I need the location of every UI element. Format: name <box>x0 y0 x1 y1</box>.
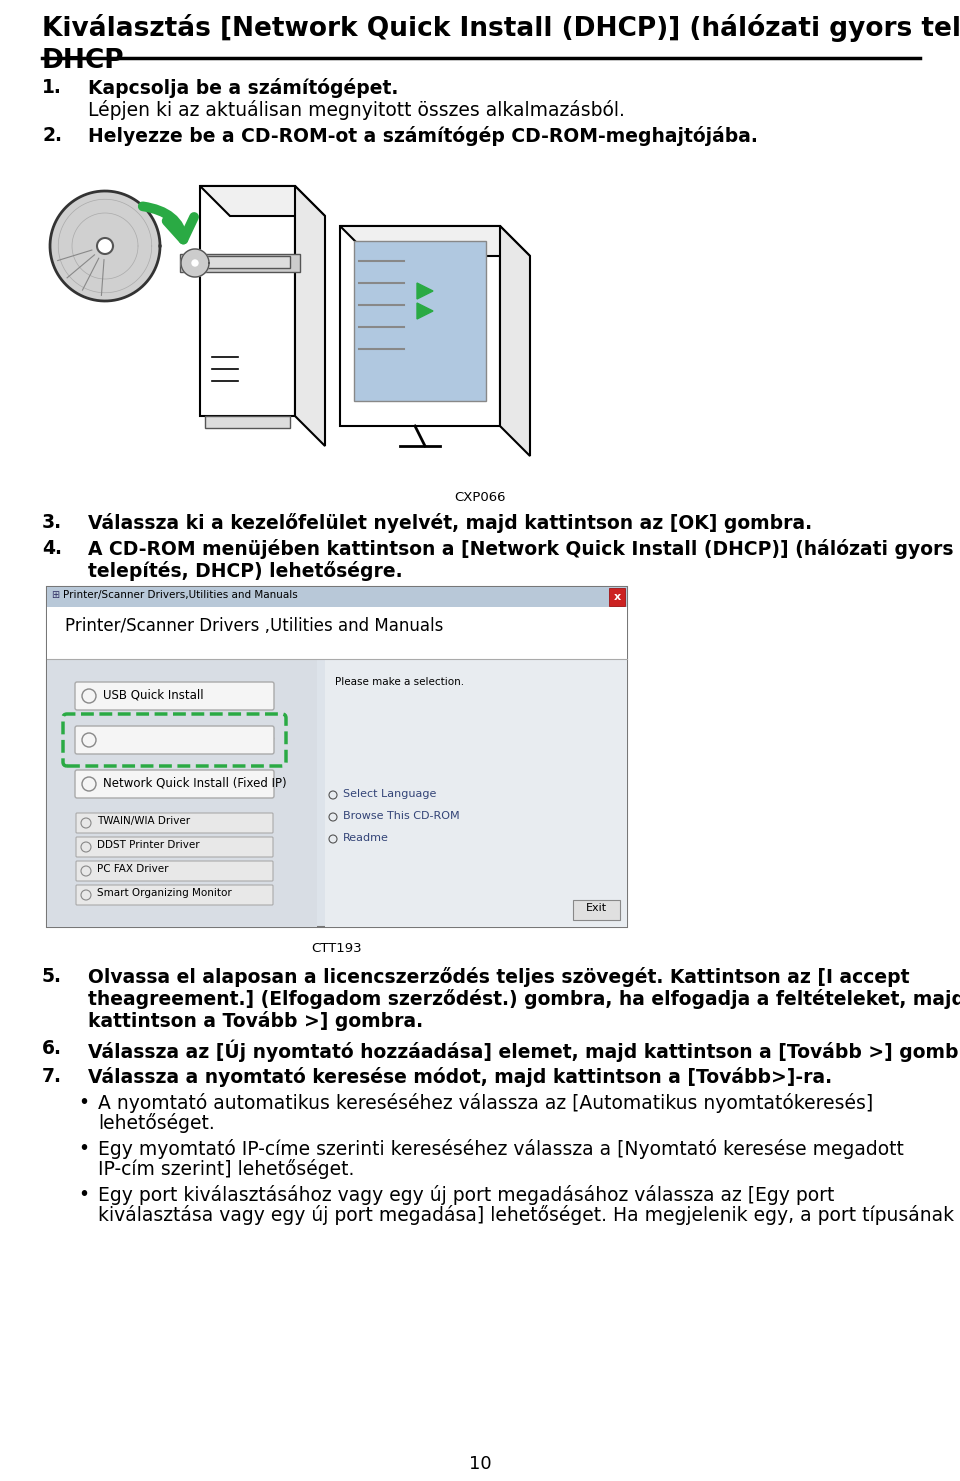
FancyBboxPatch shape <box>76 813 273 832</box>
Text: Válassza ki a kezelőfelület nyelvét, majd kattintson az [OK] gombra.: Válassza ki a kezelőfelület nyelvét, maj… <box>88 512 812 533</box>
Text: Válassza az [Új nyomtató hozzáadása] elemet, majd kattintson a [Tovább >] gombra: Válassza az [Új nyomtató hozzáadása] ele… <box>88 1040 960 1062</box>
Text: Olvassa el alaposan a licencszerződés teljes szövegét. Kattintson az [I accept: Olvassa el alaposan a licencszerződés te… <box>88 967 909 986</box>
Text: DDST Printer Driver: DDST Printer Driver <box>97 840 200 850</box>
Text: •: • <box>78 1185 89 1204</box>
FancyBboxPatch shape <box>76 886 273 905</box>
FancyBboxPatch shape <box>609 588 625 606</box>
FancyBboxPatch shape <box>180 255 300 273</box>
Text: x: x <box>613 592 620 601</box>
Text: 2.: 2. <box>42 126 62 145</box>
Text: ⊞: ⊞ <box>51 589 60 600</box>
Text: Kiválasztás [Network Quick Install (DHCP)] (hálózati gyors telepítés,: Kiválasztás [Network Quick Install (DHCP… <box>42 13 960 41</box>
Text: Kapcsolja be a számítógépet.: Kapcsolja be a számítógépet. <box>88 78 398 98</box>
Text: kiválasztása vagy egy új port megadása] lehetőséget. Ha megjelenik egy, a port t: kiválasztása vagy egy új port megadása] … <box>98 1206 954 1225</box>
Polygon shape <box>340 227 500 427</box>
FancyBboxPatch shape <box>573 900 620 920</box>
Text: 5.: 5. <box>42 967 62 986</box>
Text: DHCP: DHCP <box>42 47 125 74</box>
Circle shape <box>97 238 113 255</box>
Text: 3.: 3. <box>42 512 62 532</box>
Circle shape <box>192 261 198 267</box>
FancyBboxPatch shape <box>75 770 274 798</box>
Polygon shape <box>417 283 433 299</box>
Text: PC FAX Driver: PC FAX Driver <box>97 863 169 874</box>
Polygon shape <box>417 304 433 318</box>
Text: USB Quick Install: USB Quick Install <box>103 689 204 702</box>
Text: 6.: 6. <box>42 1040 62 1057</box>
FancyBboxPatch shape <box>75 726 274 754</box>
FancyArrowPatch shape <box>143 206 194 240</box>
FancyBboxPatch shape <box>354 241 486 401</box>
Text: 10: 10 <box>468 1454 492 1474</box>
Text: •: • <box>78 1139 89 1158</box>
Text: telepítés, DHCP) lehetőségre.: telepítés, DHCP) lehetőségre. <box>88 561 402 581</box>
Text: Exit: Exit <box>586 903 607 912</box>
Text: Network Quick Install (Fixed IP): Network Quick Install (Fixed IP) <box>103 778 287 789</box>
Text: Smart Organizing Monitor: Smart Organizing Monitor <box>97 889 231 897</box>
Text: Helyezze be a CD-ROM-ot a számítógép CD-ROM-meghajtójába.: Helyezze be a CD-ROM-ot a számítógép CD-… <box>88 126 757 147</box>
Text: lehetőséget.: lehetőséget. <box>98 1114 215 1133</box>
Text: kattintson a Tovább >] gombra.: kattintson a Tovább >] gombra. <box>88 1012 423 1031</box>
Text: A CD-ROM menüjében kattintson a [Network Quick Install (DHCP)] (hálózati gyors: A CD-ROM menüjében kattintson a [Network… <box>88 539 953 558</box>
Text: Egy myomtató IP-címe szerinti kereséséhez válassza a [Nyomtató keresése megadott: Egy myomtató IP-címe szerinti kereséséhe… <box>98 1139 904 1160</box>
Circle shape <box>50 191 160 301</box>
Text: Printer/Scanner Drivers,Utilities and Manuals: Printer/Scanner Drivers,Utilities and Ma… <box>63 589 298 600</box>
Text: 7.: 7. <box>42 1066 62 1086</box>
FancyBboxPatch shape <box>47 659 317 927</box>
Text: Válassza a nyomtató keresése módot, majd kattintson a [Tovább>]-ra.: Válassza a nyomtató keresése módot, majd… <box>88 1066 832 1087</box>
Text: CXP066: CXP066 <box>454 492 506 504</box>
Polygon shape <box>295 187 325 446</box>
FancyBboxPatch shape <box>47 586 627 927</box>
Text: A nyomtató automatikus kereséséhez válassza az [Automatikus nyomtatókeresés]: A nyomtató automatikus kereséséhez válas… <box>98 1093 874 1114</box>
Text: CTT193: CTT193 <box>312 942 362 955</box>
FancyBboxPatch shape <box>76 837 273 857</box>
Text: Readme: Readme <box>343 832 389 843</box>
FancyBboxPatch shape <box>75 681 274 709</box>
Text: •: • <box>78 1093 89 1112</box>
FancyBboxPatch shape <box>325 659 627 927</box>
Polygon shape <box>340 227 530 256</box>
Text: Select Language: Select Language <box>343 789 437 800</box>
Text: theagreement.] (Elfogadom szerződést.) gombra, ha elfogadja a feltételeket, majd: theagreement.] (Elfogadom szerződést.) g… <box>88 989 960 1009</box>
Polygon shape <box>200 187 325 216</box>
Text: Please make a selection.: Please make a selection. <box>335 677 464 687</box>
Text: 4.: 4. <box>42 539 62 558</box>
FancyBboxPatch shape <box>205 256 290 268</box>
Text: IP-cím szerint] lehetőséget.: IP-cím szerint] lehetőséget. <box>98 1160 354 1179</box>
Text: Printer/Scanner Drivers ,Utilities and Manuals: Printer/Scanner Drivers ,Utilities and M… <box>65 618 444 635</box>
FancyBboxPatch shape <box>47 586 627 607</box>
FancyBboxPatch shape <box>205 416 290 428</box>
FancyBboxPatch shape <box>76 860 273 881</box>
Text: 1.: 1. <box>42 78 61 96</box>
Polygon shape <box>500 227 530 456</box>
Polygon shape <box>200 187 295 416</box>
Circle shape <box>181 249 209 277</box>
Text: Network Quick Install (DHCP): Network Quick Install (DHCP) <box>103 733 276 746</box>
Text: Browse This CD-ROM: Browse This CD-ROM <box>343 812 460 820</box>
Text: Egy port kiválasztásához vagy egy új port megadásához válassza az [Egy port: Egy port kiválasztásához vagy egy új por… <box>98 1185 834 1206</box>
Text: TWAIN/WIA Driver: TWAIN/WIA Driver <box>97 816 190 826</box>
Text: Lépjen ki az aktuálisan megnyitott összes alkalmazásból.: Lépjen ki az aktuálisan megnyitott össze… <box>88 101 625 120</box>
FancyBboxPatch shape <box>47 607 627 659</box>
